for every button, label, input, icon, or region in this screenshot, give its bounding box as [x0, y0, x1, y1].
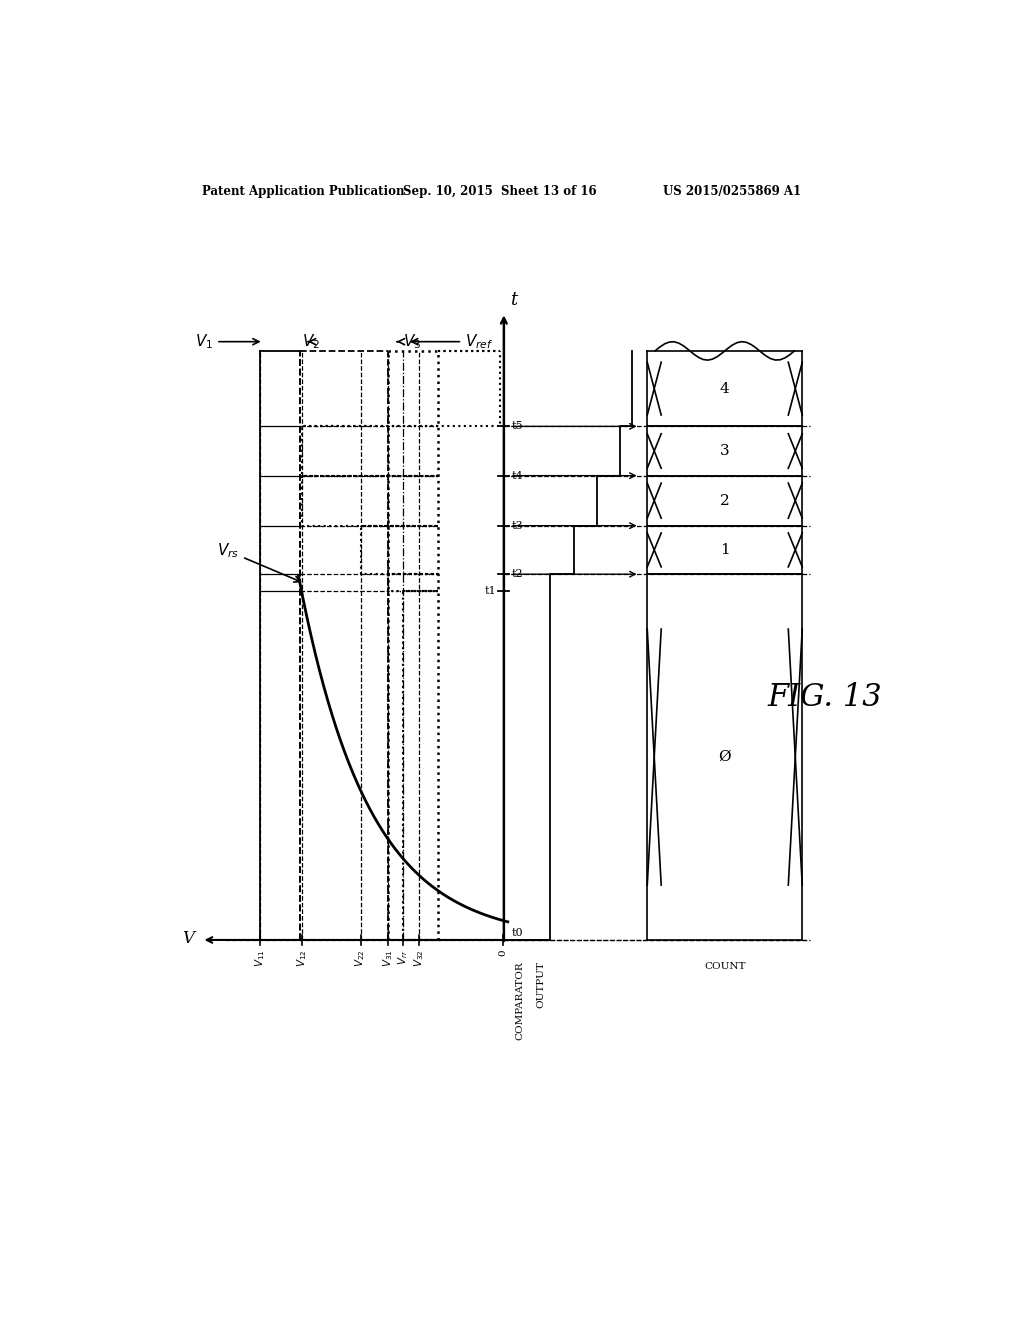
Text: t4: t4: [512, 471, 523, 480]
Text: Patent Application Publication: Patent Application Publication: [202, 185, 404, 198]
Text: $V_3$: $V_3$: [397, 333, 422, 351]
Text: 2: 2: [720, 494, 730, 508]
Text: t0: t0: [512, 928, 523, 937]
Text: t5: t5: [512, 421, 523, 432]
Text: V: V: [182, 929, 194, 946]
Text: $V_{31}$: $V_{31}$: [381, 949, 394, 966]
Text: $V_{rr}$: $V_{rr}$: [396, 949, 410, 965]
Text: $V_{ref}$: $V_{ref}$: [412, 333, 494, 351]
Text: Sep. 10, 2015  Sheet 13 of 16: Sep. 10, 2015 Sheet 13 of 16: [403, 185, 597, 198]
Text: t2: t2: [512, 569, 523, 579]
Text: 1: 1: [720, 543, 730, 557]
Text: $V_{22}$: $V_{22}$: [353, 949, 368, 966]
Text: FIG. 13: FIG. 13: [767, 682, 882, 713]
Text: t: t: [510, 290, 517, 309]
Text: 3: 3: [720, 444, 729, 458]
Text: COMPARATOR: COMPARATOR: [515, 961, 524, 1040]
Text: 4: 4: [720, 381, 730, 396]
Text: $V_1$: $V_1$: [196, 333, 259, 351]
Text: $V_{rs}$: $V_{rs}$: [217, 541, 300, 582]
Text: US 2015/0255869 A1: US 2015/0255869 A1: [663, 185, 801, 198]
Text: $V_{11}$: $V_{11}$: [253, 949, 266, 966]
Text: t3: t3: [512, 520, 523, 531]
Text: $V_{12}$: $V_{12}$: [296, 949, 309, 966]
Text: $V_2$: $V_2$: [302, 333, 321, 351]
Text: 0: 0: [499, 949, 508, 956]
Text: COUNT: COUNT: [705, 962, 745, 972]
Text: Ø: Ø: [719, 750, 731, 764]
Text: OUTPUT: OUTPUT: [537, 961, 546, 1008]
Text: $V_{32}$: $V_{32}$: [412, 949, 426, 966]
Text: t1: t1: [484, 586, 496, 597]
